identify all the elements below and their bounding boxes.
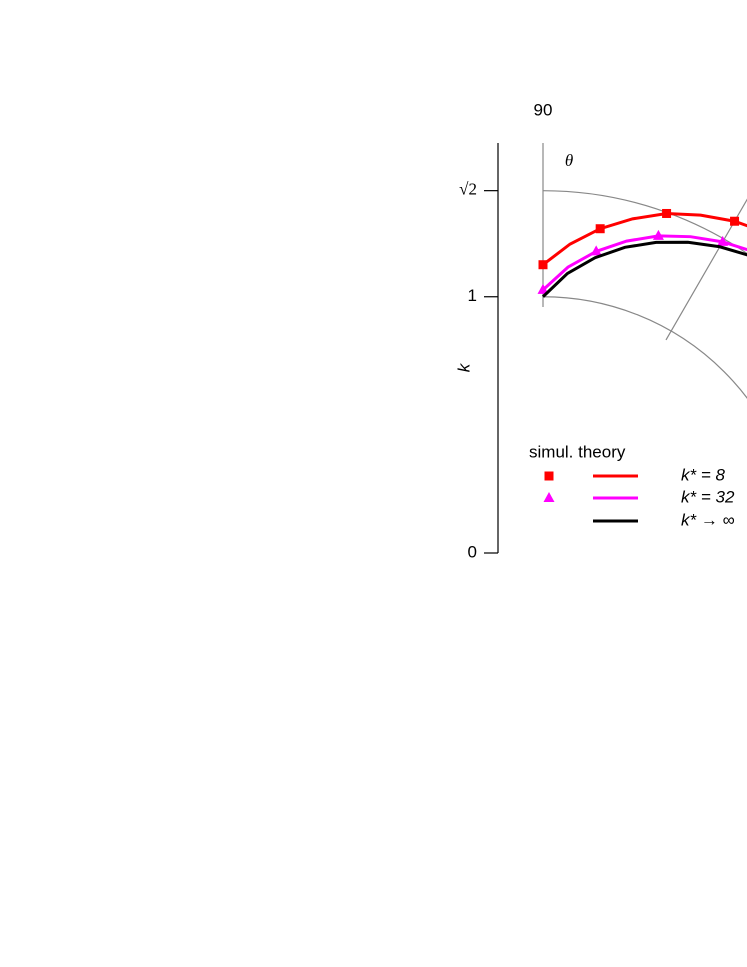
r-tick-label: 0: [468, 542, 477, 561]
r-tick-label: √2: [459, 180, 477, 199]
theta-tick-label: 90: [534, 100, 553, 119]
legend-label: k* = 8: [681, 465, 725, 484]
legend-marker: [543, 492, 555, 502]
sim-marker: [595, 224, 605, 234]
r-axis-label: k: [454, 362, 473, 372]
legend-title: simul. theory: [529, 442, 626, 461]
grid-arc: [542, 296, 747, 400]
theory-line: [541, 240, 747, 298]
sim-marker: [652, 229, 664, 240]
theta-label: θ: [565, 151, 573, 170]
sim-marker: [662, 208, 672, 218]
legend-label: k* = 32: [681, 487, 735, 506]
legend-label: k* → ∞: [681, 510, 735, 529]
sim-marker: [537, 283, 549, 294]
sim-marker: [538, 260, 548, 270]
sim-marker: [730, 216, 740, 226]
r-tick-label: 1: [468, 286, 477, 305]
legend-marker: [544, 471, 554, 481]
sim-marker: [717, 235, 729, 246]
sim-marker: [590, 245, 602, 256]
grid-arc: [542, 190, 747, 255]
